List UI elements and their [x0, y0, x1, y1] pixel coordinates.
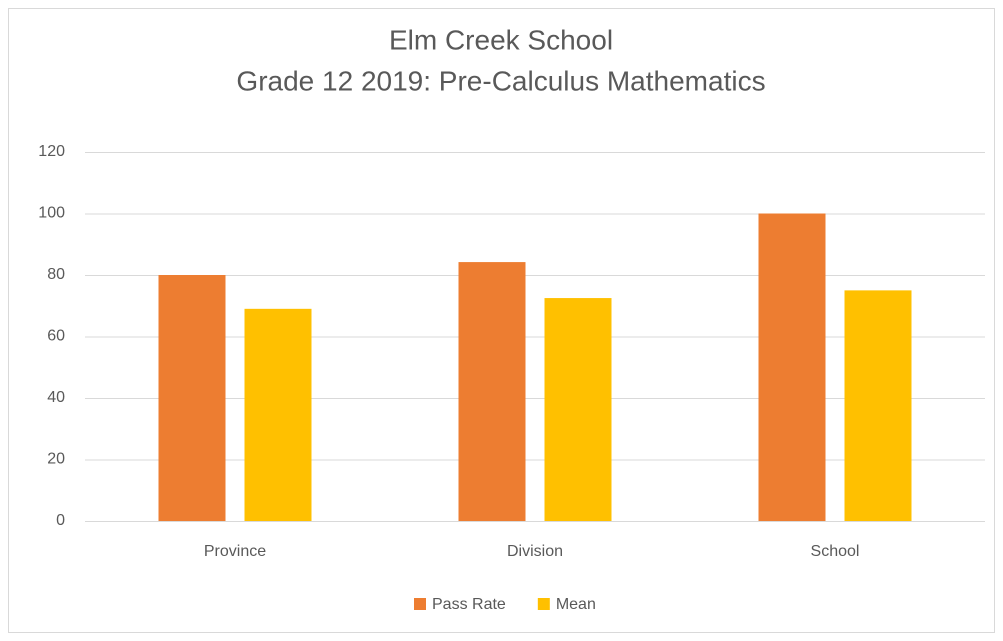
chart-title: Elm Creek School: [389, 24, 613, 55]
bar: [544, 298, 612, 521]
y-tick-label: 40: [47, 389, 65, 406]
y-tick-label: 20: [47, 451, 65, 468]
bar: [758, 213, 826, 521]
y-tick-label: 100: [38, 205, 65, 222]
x-tick-label: Province: [204, 543, 266, 560]
y-tick-label: 120: [38, 143, 65, 160]
bar: [844, 290, 912, 521]
bar: [158, 275, 226, 521]
y-tick-label: 0: [56, 512, 65, 529]
x-tick-label: School: [811, 543, 860, 560]
chart-subtitle: Grade 12 2019: Pre-Calculus Mathematics: [236, 65, 765, 96]
x-tick-label: Division: [507, 543, 563, 560]
legend-label: Mean: [556, 596, 596, 613]
legend-swatch: [414, 598, 426, 610]
y-tick-label: 60: [47, 328, 65, 345]
bar: [458, 262, 526, 521]
legend-label: Pass Rate: [432, 596, 506, 613]
bar: [244, 308, 312, 521]
y-tick-label: 80: [47, 266, 65, 283]
legend-swatch: [537, 598, 550, 610]
